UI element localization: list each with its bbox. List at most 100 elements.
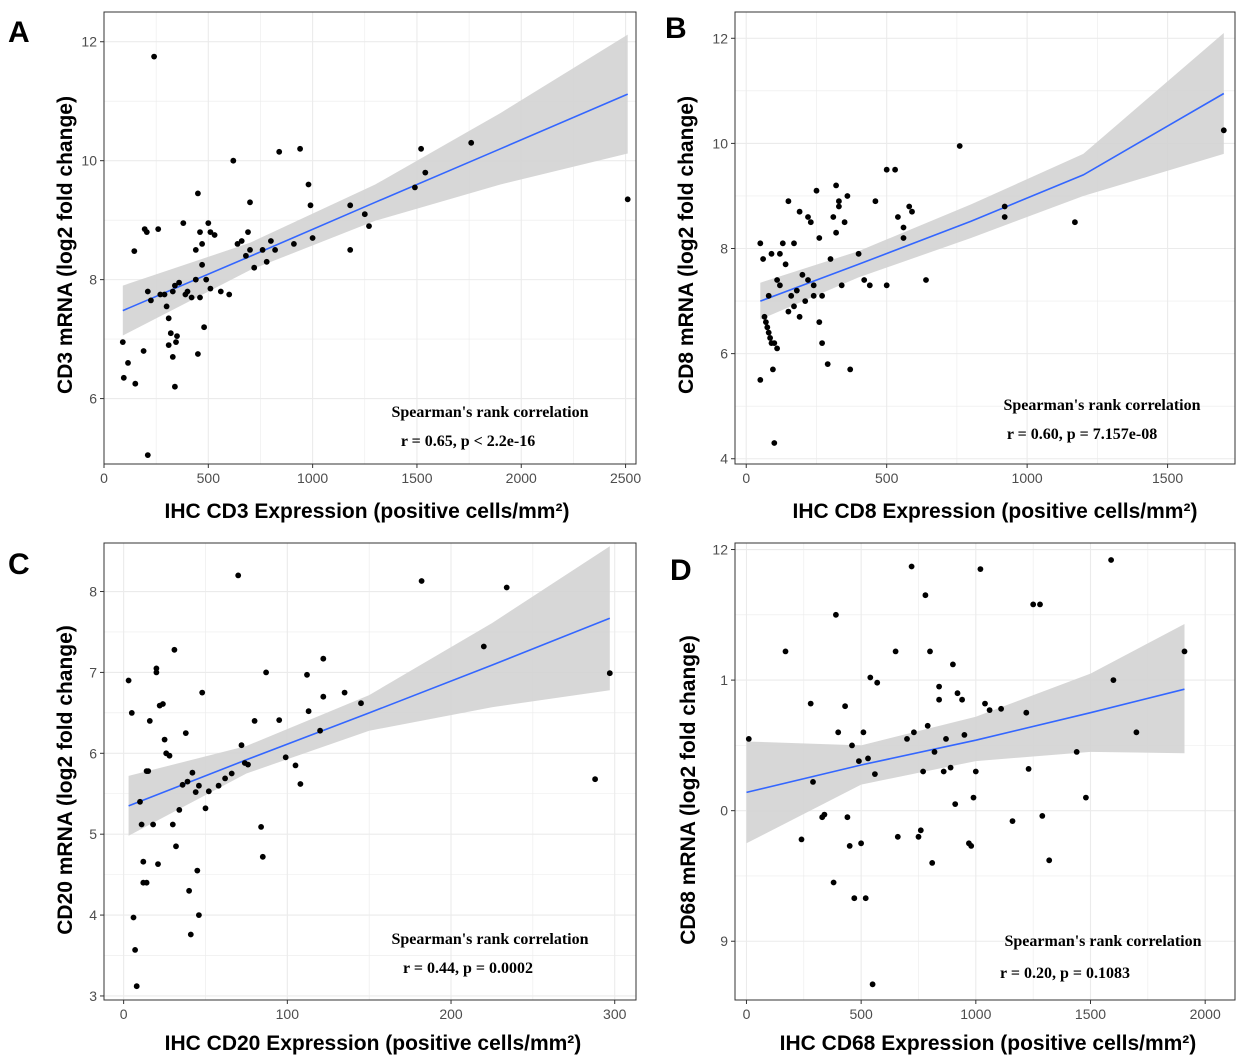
data-point-a [347, 202, 354, 209]
data-point-b [791, 240, 797, 247]
x-tick-label-b: 500 [875, 470, 899, 486]
data-point-d [950, 661, 956, 668]
data-point-b [774, 277, 780, 283]
data-point-b [900, 224, 907, 231]
annotation-title-d: Spearman's rank correlation [1004, 933, 1201, 950]
data-point-a [247, 199, 253, 206]
data-point-d [936, 696, 942, 703]
data-point-b [771, 440, 778, 446]
data-point-d [947, 764, 954, 771]
x-axis-title-a: IHC CD3 Expression (positive cells/mm²) [165, 500, 570, 523]
data-point-c [263, 669, 269, 676]
data-point-c [304, 671, 310, 678]
data-point-c [320, 655, 327, 662]
data-point-a [211, 232, 218, 238]
data-point-b [791, 303, 797, 310]
data-point-d [821, 811, 828, 818]
data-point-c [192, 789, 199, 795]
y-tick-label-a: 12 [81, 34, 97, 50]
data-point-a [197, 294, 203, 301]
data-point-a [157, 291, 164, 298]
data-point-d [844, 814, 851, 821]
data-point-c [276, 717, 283, 723]
data-point-c [251, 718, 258, 724]
data-point-b [802, 298, 809, 304]
data-point-d [810, 779, 816, 785]
data-point-b [807, 219, 814, 226]
data-point-d [1181, 648, 1188, 655]
data-point-b [788, 292, 795, 299]
annotation-stats-b: r = 0.60, p = 7.157e-08 [1007, 426, 1157, 443]
data-point-c [137, 798, 143, 805]
data-point-a [422, 169, 429, 176]
data-point-d [798, 836, 805, 843]
data-point-d [924, 722, 931, 729]
data-point-b [838, 282, 845, 289]
data-point-a [366, 223, 372, 230]
data-point-a [263, 258, 270, 265]
data-point-a [119, 339, 126, 345]
y-tick-label-a: 6 [89, 391, 97, 407]
data-point-d [1025, 766, 1032, 772]
data-point-a [125, 360, 131, 366]
data-point-d [927, 648, 933, 655]
data-point-c [146, 718, 153, 724]
data-point-a [207, 229, 214, 236]
y-tick-label-b: 6 [720, 346, 728, 362]
data-point-b [895, 214, 901, 220]
data-point-b [923, 277, 929, 283]
data-point-d [920, 768, 926, 775]
y-tick-label-d: 12 [712, 542, 728, 558]
data-point-d [849, 742, 855, 749]
data-point-a [174, 333, 180, 339]
data-point-b [830, 214, 837, 220]
y-tick-label-c: 4 [89, 907, 97, 923]
data-point-a [259, 247, 266, 253]
data-point-b [816, 235, 823, 241]
data-point-b [768, 250, 775, 257]
data-point-a [192, 276, 199, 283]
regression-line-d [746, 688, 1185, 794]
panel-c: C 0 100 200 300 3 4 5 6 7 8 IHC CD20 Expression (… [8, 542, 637, 1055]
data-point-d [1110, 677, 1117, 683]
panel-b: B 0 500 1000 1500 4 6 8 10 12 IHC CD8 Expression… [665, 11, 1236, 523]
data-point-c [196, 912, 202, 918]
data-point-d [952, 801, 959, 807]
data-point-d [959, 696, 965, 703]
data-point-c [503, 584, 510, 591]
panel-a: A 0 500 1000 1500 2000 2500 6 8 10 12 IHC CD3 Exp… [8, 11, 641, 523]
data-point-b [805, 277, 811, 283]
y-tick-label-b: 10 [712, 135, 728, 151]
data-point-a [245, 229, 251, 236]
x-tick-label-a: 2500 [610, 470, 641, 486]
data-point-b [892, 166, 898, 173]
data-point-d [862, 895, 869, 902]
data-point-a [199, 241, 206, 247]
data-point-b [855, 250, 862, 257]
data-point-d [894, 833, 901, 840]
data-point-b [757, 377, 764, 383]
data-point-d [835, 729, 842, 736]
regression-line-c [128, 617, 611, 807]
y-tick-label-a: 8 [89, 272, 97, 288]
data-point-d [842, 703, 848, 710]
data-point-b [760, 256, 766, 262]
data-point-a [347, 247, 354, 253]
panel-d: D 0 500 1000 1500 2000 9 0 1 12 IHC CD68 Express… [670, 542, 1236, 1055]
data-point-c [199, 689, 206, 696]
data-point-a [131, 248, 138, 255]
data-point-c [160, 701, 166, 707]
data-point-a [180, 220, 187, 227]
data-point-c [155, 861, 161, 867]
x-tick-label-c: 0 [120, 1006, 128, 1022]
annotation-title-c: Spearman's rank correlation [391, 931, 588, 948]
data-point-c [259, 853, 266, 860]
data-point-b [909, 208, 915, 215]
panel-border-c [103, 542, 637, 1001]
data-point-c [145, 768, 152, 774]
data-point-a [418, 145, 424, 152]
data-point-a [141, 226, 148, 233]
data-point-a [172, 383, 178, 390]
x-tick-label-a: 1500 [401, 470, 432, 486]
x-tick-label-a: 2000 [506, 470, 537, 486]
